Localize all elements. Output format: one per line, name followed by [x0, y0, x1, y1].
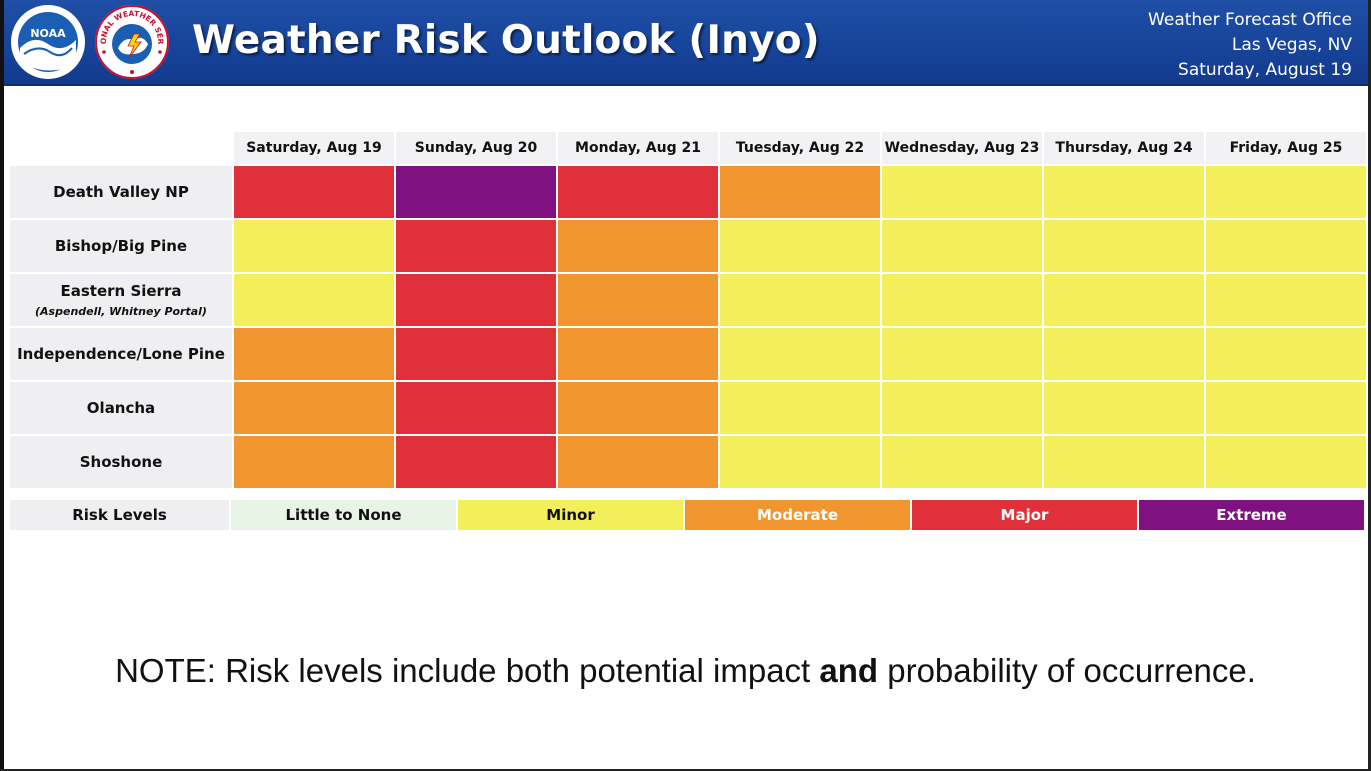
risk-cell-minor — [1206, 436, 1366, 488]
risk-cell-minor — [1044, 274, 1204, 326]
risk-cell-minor — [882, 328, 1042, 380]
column-header-day: Thursday, Aug 24 — [1044, 132, 1204, 164]
noaa-logo-text: NOAA — [30, 27, 66, 40]
risk-cell-major — [234, 166, 394, 218]
row-header-location: Independence/Lone Pine — [10, 328, 232, 380]
risk-cell-major — [396, 436, 556, 488]
row-header-location: Olancha — [10, 382, 232, 434]
legend-label: Risk Levels — [10, 500, 229, 530]
risk-cell-extreme — [396, 166, 556, 218]
column-header-day: Monday, Aug 21 — [558, 132, 718, 164]
note-prefix: NOTE: Risk levels include both potential… — [115, 652, 820, 689]
noaa-logo-icon: NOAA — [10, 4, 86, 80]
risk-cell-minor — [1206, 220, 1366, 272]
frame-bottom-border — [0, 769, 1371, 771]
risk-cell-minor — [882, 436, 1042, 488]
risk-cell-moderate — [558, 436, 718, 488]
risk-cell-minor — [882, 382, 1042, 434]
location-name: Eastern Sierra — [60, 282, 182, 300]
risk-cell-minor — [1044, 382, 1204, 434]
risk-cell-minor — [720, 436, 880, 488]
office-location: Las Vegas, NV — [1231, 35, 1352, 55]
risk-cell-moderate — [720, 166, 880, 218]
legend-item-little-to-none: Little to None — [231, 500, 456, 530]
risk-note: NOTE: Risk levels include both potential… — [0, 652, 1371, 690]
legend-item-major: Major — [912, 500, 1137, 530]
risk-cell-minor — [1206, 274, 1366, 326]
risk-cell-moderate — [234, 328, 394, 380]
frame-right-border — [1368, 0, 1371, 771]
risk-cell-moderate — [234, 436, 394, 488]
risk-cell-major — [396, 328, 556, 380]
legend-item-extreme: Extreme — [1139, 500, 1364, 530]
risk-cell-moderate — [558, 220, 718, 272]
risk-cell-minor — [882, 274, 1042, 326]
column-header-day: Saturday, Aug 19 — [234, 132, 394, 164]
location-name: Shoshone — [79, 453, 163, 471]
row-header-location: Death Valley NP — [10, 166, 232, 218]
risk-outlook-table: Saturday, Aug 19 Sunday, Aug 20 Monday, Au… — [10, 132, 1366, 488]
row-header-location: Shoshone — [10, 436, 232, 488]
risk-cell-moderate — [558, 382, 718, 434]
risk-cell-minor — [1206, 382, 1366, 434]
risk-cell-minor — [720, 328, 880, 380]
note-bold-word: and — [819, 652, 879, 689]
risk-cell-minor — [720, 382, 880, 434]
risk-cell-minor — [882, 220, 1042, 272]
nws-logo-icon: NATIONAL WEATHER SERVICE — [94, 4, 170, 80]
risk-cell-minor — [234, 220, 394, 272]
risk-cell-minor — [720, 220, 880, 272]
risk-cell-minor — [1044, 220, 1204, 272]
risk-cell-minor — [1206, 328, 1366, 380]
office-info: Weather Forecast Office Las Vegas, NV Sa… — [1148, 8, 1352, 83]
risk-cell-major — [396, 220, 556, 272]
frame-left-border — [0, 0, 4, 771]
column-header-day: Sunday, Aug 20 — [396, 132, 556, 164]
table-corner — [10, 132, 232, 164]
office-name: Weather Forecast Office — [1148, 10, 1352, 30]
risk-cell-minor — [1206, 166, 1366, 218]
risk-cell-minor — [720, 274, 880, 326]
risk-cell-major — [396, 274, 556, 326]
risk-cell-minor — [882, 166, 1042, 218]
issue-date: Saturday, August 19 — [1178, 60, 1352, 80]
risk-cell-moderate — [558, 328, 718, 380]
location-name: Bishop/Big Pine — [54, 237, 188, 255]
legend-item-minor: Minor — [458, 500, 683, 530]
location-subtitle: (Aspendell, Whitney Portal) — [35, 305, 207, 318]
column-header-day: Tuesday, Aug 22 — [720, 132, 880, 164]
risk-cell-minor — [234, 274, 394, 326]
location-name: Death Valley NP — [53, 183, 189, 201]
header-banner: NOAA NATIONAL WEATHER SERVICE Weather Ri… — [4, 0, 1368, 86]
risk-cell-moderate — [234, 382, 394, 434]
row-header-location: Eastern Sierra (Aspendell, Whitney Portal… — [10, 274, 232, 326]
legend-item-moderate: Moderate — [685, 500, 910, 530]
risk-cell-major — [396, 382, 556, 434]
column-header-day: Friday, Aug 25 — [1206, 132, 1366, 164]
note-suffix: probability of occurrence. — [878, 652, 1256, 689]
risk-cell-minor — [1044, 328, 1204, 380]
page-title: Weather Risk Outlook (Inyo) — [192, 18, 820, 63]
row-header-location: Bishop/Big Pine — [10, 220, 232, 272]
risk-cell-minor — [1044, 436, 1204, 488]
risk-cell-moderate — [558, 274, 718, 326]
column-header-day: Wednesday, Aug 23 — [882, 132, 1042, 164]
location-name: Independence/Lone Pine — [17, 345, 225, 363]
risk-levels-legend: Risk Levels Little to None Minor Moderate Ma… — [10, 500, 1364, 530]
location-name: Olancha — [86, 399, 156, 417]
risk-cell-major — [558, 166, 718, 218]
risk-cell-minor — [1044, 166, 1204, 218]
